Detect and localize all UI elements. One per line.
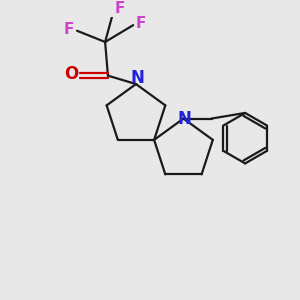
Text: N: N bbox=[130, 69, 144, 87]
Text: F: F bbox=[64, 22, 74, 37]
Text: N: N bbox=[178, 110, 192, 128]
Text: F: F bbox=[136, 16, 146, 31]
Text: O: O bbox=[64, 65, 79, 83]
Text: F: F bbox=[115, 2, 125, 16]
